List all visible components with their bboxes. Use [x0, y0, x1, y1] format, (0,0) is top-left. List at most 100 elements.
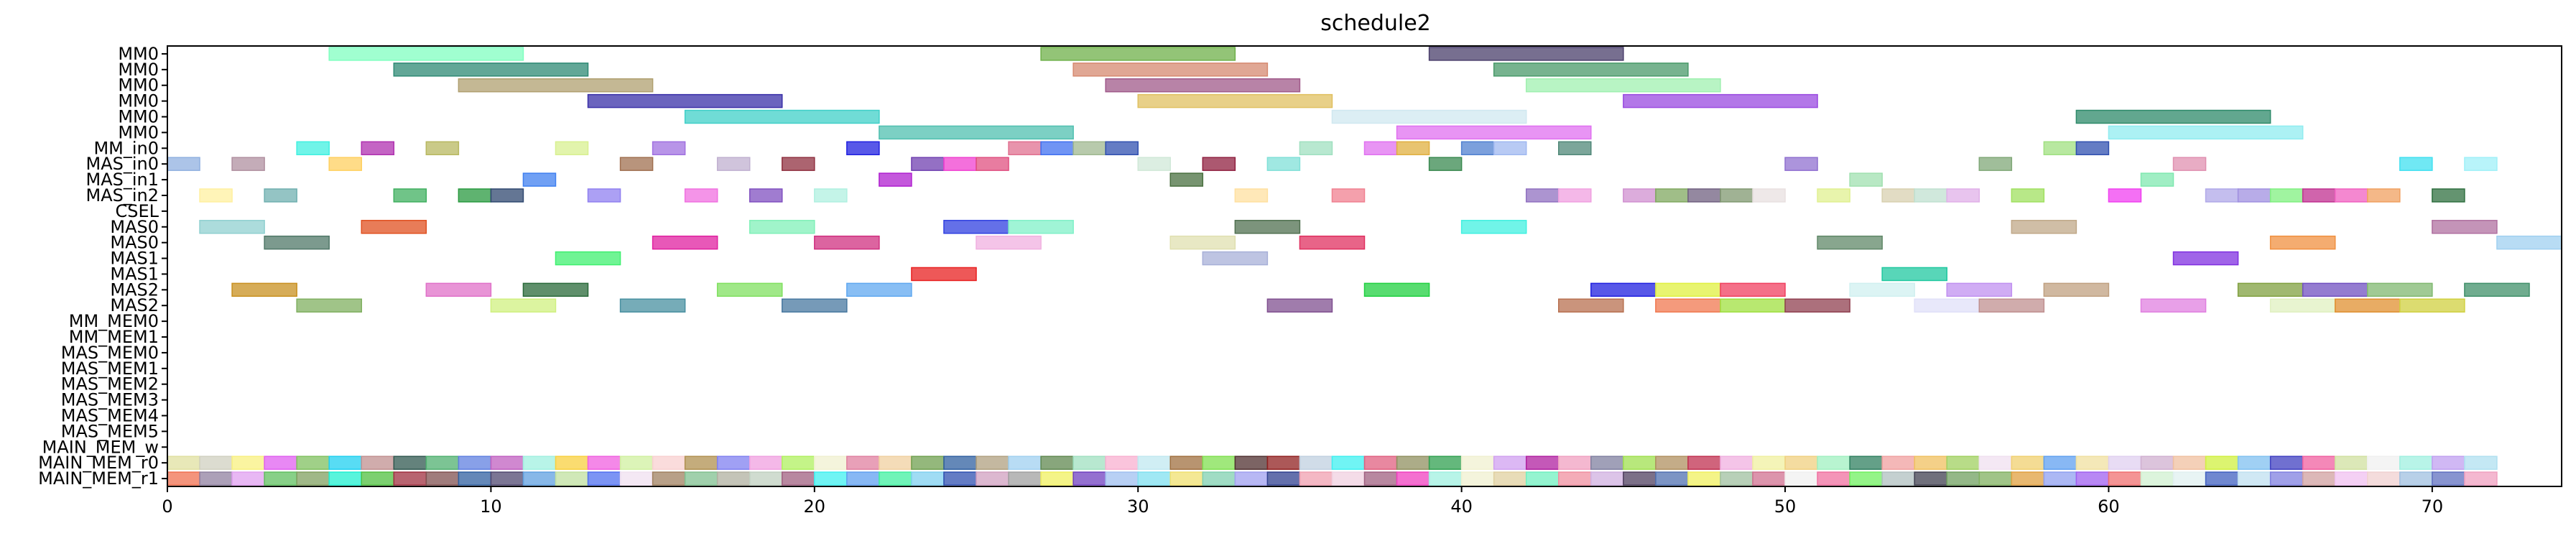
gantt-bar: [911, 471, 945, 486]
gantt-bar: [1008, 220, 1074, 234]
gantt-bar: [2367, 188, 2401, 203]
gantt-bar: [911, 456, 945, 470]
gantt-bar: [1169, 235, 1236, 250]
gantt-bar: [2075, 109, 2271, 124]
gantt-bar: [1687, 471, 1721, 486]
gantt-bar: [1493, 456, 1527, 470]
gantt-bar: [1590, 282, 1657, 297]
y-tick-label: MM0: [118, 44, 159, 64]
gantt-bar: [1234, 188, 1269, 203]
gantt-bar: [1137, 157, 1172, 171]
gantt-bar: [1040, 471, 1074, 486]
gantt-bar: [264, 235, 330, 250]
gantt-bar: [2367, 282, 2433, 297]
gantt-bar: [490, 471, 524, 486]
gantt-bar: [2269, 471, 2304, 486]
gantt-bar: [555, 141, 589, 156]
gantt-bar: [199, 188, 233, 203]
gantt-bar: [1849, 172, 1883, 187]
gantt-bar: [587, 456, 621, 470]
gantt-bar: [458, 456, 492, 470]
gantt-bar: [361, 141, 395, 156]
gantt-bar: [1137, 471, 1172, 486]
gantt-bar: [458, 78, 654, 93]
gantt-bar: [1720, 298, 1786, 313]
gantt-bar: [879, 172, 912, 187]
x-tick-label: 70: [2422, 496, 2444, 517]
gantt-bar: [1040, 141, 1074, 156]
gantt-bar: [1169, 172, 1204, 187]
gantt-bar: [2075, 456, 2110, 470]
gantt-bar: [619, 456, 654, 470]
gantt-bar: [490, 188, 524, 203]
gantt-bar: [1169, 456, 1204, 470]
y-tick-label: MAS1: [110, 264, 159, 284]
gantt-bar: [2302, 282, 2368, 297]
gantt-bar: [1072, 471, 1106, 486]
gantt-bar: [1234, 456, 1269, 470]
gantt-bar: [1557, 471, 1592, 486]
gantt-bar: [1460, 141, 1495, 156]
gantt-bar: [1687, 188, 1721, 203]
gantt-bar: [1266, 298, 1333, 313]
gantt-bar: [1914, 471, 1947, 486]
gantt-bar: [2334, 456, 2368, 470]
gantt-bar: [2140, 298, 2207, 313]
gantt-bar: [2043, 456, 2077, 470]
y-tick-label: MM0: [118, 91, 159, 111]
gantt-bar: [1234, 471, 1269, 486]
y-tick-label: MM0: [118, 75, 159, 96]
gantt-bar: [846, 141, 880, 156]
gantt-bar: [1881, 267, 1947, 282]
gantt-bar: [1784, 471, 1818, 486]
gantt-bar: [1331, 456, 1366, 470]
y-tick-label: MAS_MEM5: [61, 421, 159, 441]
gantt-bar: [976, 456, 1009, 470]
gantt-bar: [1299, 471, 1333, 486]
gantt-bar: [1008, 141, 1042, 156]
gantt-bar: [2172, 251, 2239, 266]
gantt-bar: [264, 471, 297, 486]
gantt-bar: [555, 251, 621, 266]
gantt-bar: [1720, 282, 1786, 297]
gantt-bar: [1105, 141, 1139, 156]
gantt-bar: [846, 282, 912, 297]
gantt-bar: [361, 220, 427, 234]
gantt-bar: [782, 456, 815, 470]
gantt-bar: [1202, 251, 1269, 266]
gantt-bar: [1396, 125, 1592, 140]
x-tick-label: 60: [2098, 496, 2120, 517]
gantt-bar: [264, 188, 297, 203]
gantt-bar: [587, 93, 783, 108]
gantt-bar: [684, 456, 718, 470]
gantt-bar: [2367, 456, 2401, 470]
gantt-bar: [652, 456, 686, 470]
y-tick-label: MAS2: [110, 279, 159, 300]
gantt-bar: [1946, 282, 2013, 297]
gantt-bar: [1363, 471, 1398, 486]
gantt-bar: [2432, 220, 2498, 234]
gantt-bar: [2432, 471, 2465, 486]
gantt-bar: [1946, 471, 1980, 486]
y-tick-label: CSEL: [115, 201, 159, 221]
gantt-bar: [2432, 188, 2465, 203]
y-tick-label: MAS1: [110, 249, 159, 269]
gantt-bar: [976, 157, 1009, 171]
gantt-bar: [1137, 93, 1333, 108]
gantt-bar: [782, 471, 815, 486]
gantt-bar: [782, 157, 815, 171]
gantt-bar: [1331, 471, 1366, 486]
gantt-bar: [652, 471, 686, 486]
gantt-bar: [1655, 282, 1721, 297]
gantt-bar: [716, 282, 783, 297]
gantt-bar: [1396, 471, 1430, 486]
x-tick-label: 0: [162, 496, 172, 517]
gantt-bar: [1978, 298, 2045, 313]
gantt-bar: [2269, 188, 2304, 203]
gantt-bar: [2205, 188, 2239, 203]
gantt-bar: [749, 188, 783, 203]
gantt-bar: [1946, 188, 1980, 203]
gantt-bar: [1493, 471, 1527, 486]
gantt-bar: [231, 471, 265, 486]
gantt-bar: [2496, 235, 2562, 250]
